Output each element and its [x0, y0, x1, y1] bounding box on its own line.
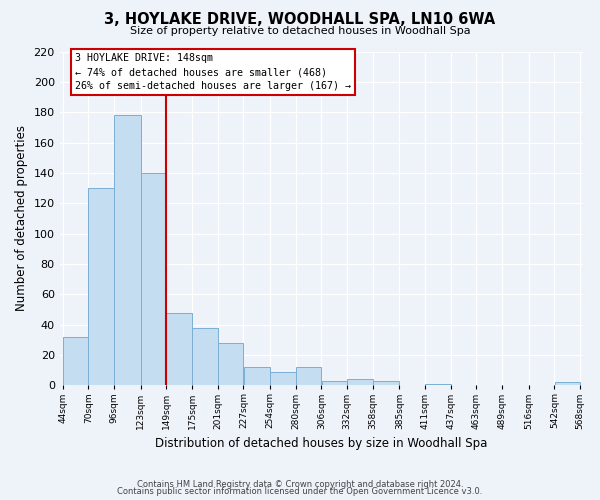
- Bar: [244, 367, 270, 386]
- Text: Contains HM Land Registry data © Crown copyright and database right 2024.: Contains HM Land Registry data © Crown c…: [137, 480, 463, 489]
- Text: 3 HOYLAKE DRIVE: 148sqm
← 74% of detached houses are smaller (468)
26% of semi-d: 3 HOYLAKE DRIVE: 148sqm ← 74% of detache…: [76, 53, 352, 91]
- Text: 3, HOYLAKE DRIVE, WOODHALL SPA, LN10 6WA: 3, HOYLAKE DRIVE, WOODHALL SPA, LN10 6WA: [104, 12, 496, 28]
- Text: Size of property relative to detached houses in Woodhall Spa: Size of property relative to detached ho…: [130, 26, 470, 36]
- Bar: [63, 337, 88, 386]
- Bar: [296, 367, 321, 386]
- Bar: [347, 380, 373, 386]
- X-axis label: Distribution of detached houses by size in Woodhall Spa: Distribution of detached houses by size …: [155, 437, 488, 450]
- Bar: [166, 312, 192, 386]
- Bar: [373, 381, 399, 386]
- Bar: [141, 173, 166, 386]
- Bar: [192, 328, 218, 386]
- Text: Contains public sector information licensed under the Open Government Licence v3: Contains public sector information licen…: [118, 487, 482, 496]
- Bar: [425, 384, 451, 386]
- Bar: [554, 382, 580, 386]
- Bar: [270, 372, 296, 386]
- Y-axis label: Number of detached properties: Number of detached properties: [15, 126, 28, 312]
- Bar: [322, 381, 347, 386]
- Bar: [218, 343, 243, 386]
- Bar: [88, 188, 114, 386]
- Bar: [114, 115, 140, 386]
